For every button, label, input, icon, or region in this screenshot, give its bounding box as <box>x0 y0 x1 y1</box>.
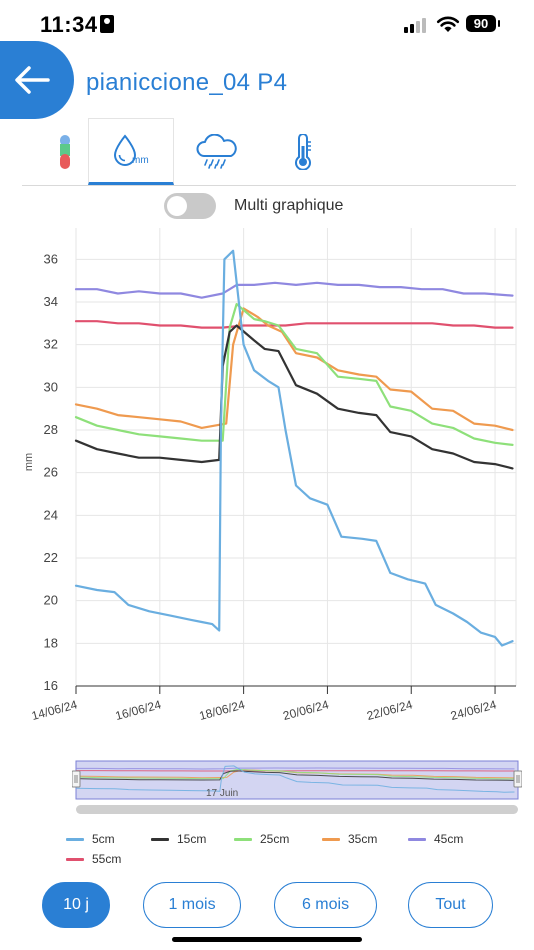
legend-item-25cm[interactable]: 25cm <box>234 832 289 848</box>
wifi-icon <box>436 16 460 32</box>
range-button-6-months[interactable]: 6 mois <box>274 882 377 928</box>
status-bar: 11:34 90 <box>0 0 534 48</box>
series-line-45cm <box>74 281 514 299</box>
y-tick-label: 24 <box>44 507 58 522</box>
x-tick-label: 16/06/24 <box>114 697 163 723</box>
y-tick-label: 32 <box>44 337 58 352</box>
home-indicator <box>172 937 362 942</box>
y-tick-label: 34 <box>44 294 58 309</box>
y-tick-label: 16 <box>44 678 58 693</box>
legend-item-35cm[interactable]: 35cm <box>322 832 377 848</box>
battery-icon: 90 <box>466 15 500 32</box>
legend-item-5cm[interactable]: 5cm <box>66 832 115 848</box>
series-line-55cm <box>74 320 514 329</box>
range-button-1-month[interactable]: 1 mois <box>143 882 241 928</box>
mm-icon-text: mm <box>132 155 149 166</box>
legend-item-15cm[interactable]: 15cm <box>151 832 206 848</box>
page-title: pianiccione_04 P4 <box>86 69 288 96</box>
navigator-series-15cm <box>75 770 515 781</box>
y-axis-label: mm <box>23 453 35 471</box>
range-button-all[interactable]: Tout <box>408 882 493 928</box>
cloud-rain-icon <box>196 133 237 169</box>
water-drop-mm-icon: mm <box>113 133 149 166</box>
legend-label: 55cm <box>92 852 122 866</box>
cellular-signal-icon <box>404 17 430 33</box>
y-tick-label: 20 <box>44 593 58 608</box>
x-tick-label: 24/06/24 <box>449 697 498 723</box>
series-line-5cm <box>74 249 514 647</box>
navigator-series-5cm <box>75 765 515 793</box>
thermometer-icon <box>295 133 311 170</box>
back-button[interactable] <box>0 41 74 119</box>
navigator-handle-body <box>513 770 522 788</box>
y-tick-label: 28 <box>44 422 58 437</box>
multi-graph-toggle[interactable] <box>164 193 216 219</box>
legend-label: 5cm <box>92 832 115 846</box>
range-button-10j[interactable]: 10 j <box>42 882 110 928</box>
legend-swatch <box>66 858 84 862</box>
navigator-series-25cm <box>75 768 515 780</box>
navigator-handle-body <box>72 770 81 788</box>
arrow-left-icon <box>15 66 50 94</box>
y-tick-label: 30 <box>44 379 58 394</box>
series-line-35cm <box>74 307 514 432</box>
legend-label: 15cm <box>177 832 207 846</box>
person-badge-icon <box>100 15 114 33</box>
sensor-tabs: mm <box>22 118 516 186</box>
legend-label: 45cm <box>434 832 464 846</box>
range-navigator[interactable]: 17 Juin <box>72 759 522 815</box>
soil-moisture-chart[interactable]: 16 18 20 22 24 26 28 30 32 34 36 14/06/24 16/06/24 18… <box>0 228 534 756</box>
legend-label: 35cm <box>348 832 378 846</box>
navigator-scrollbar <box>76 805 518 814</box>
legend-swatch <box>234 838 252 842</box>
navigator-series-45cm <box>76 767 515 770</box>
series-line-25cm <box>74 303 514 446</box>
x-tick-label: 14/06/24 <box>30 697 79 723</box>
legend-swatch <box>408 838 426 842</box>
legend-swatch <box>322 838 340 842</box>
status-time: 11:34 <box>40 12 98 37</box>
legend-swatch <box>66 838 84 842</box>
tab-gauge[interactable] <box>22 118 108 185</box>
color-gauge-icon <box>60 134 70 169</box>
tab-water-mm[interactable]: mm <box>88 118 174 185</box>
navigator-handle <box>72 770 81 788</box>
y-tick-label: 26 <box>44 465 58 480</box>
y-tick-label: 18 <box>44 635 58 650</box>
x-tick-label: 18/06/24 <box>198 697 247 723</box>
legend-item-45cm[interactable]: 45cm <box>408 832 463 848</box>
x-tick-label: 20/06/24 <box>281 697 330 723</box>
y-tick-label: 22 <box>44 550 58 565</box>
y-tick-label: 36 <box>44 251 58 266</box>
toggle-knob <box>167 196 187 216</box>
tab-temperature[interactable] <box>260 118 346 185</box>
legend-item-55cm[interactable]: 55cm <box>66 852 121 868</box>
legend-label: 25cm <box>260 832 290 846</box>
x-tick-label: 22/06/24 <box>365 697 414 723</box>
navigator-handle <box>513 770 522 788</box>
legend-swatch <box>151 838 169 842</box>
navigator-date-label: 17 Juin <box>206 788 238 799</box>
multi-graph-label: Multi graphique <box>234 197 344 214</box>
series-line-15cm <box>74 324 514 470</box>
tab-rain[interactable] <box>174 118 260 185</box>
